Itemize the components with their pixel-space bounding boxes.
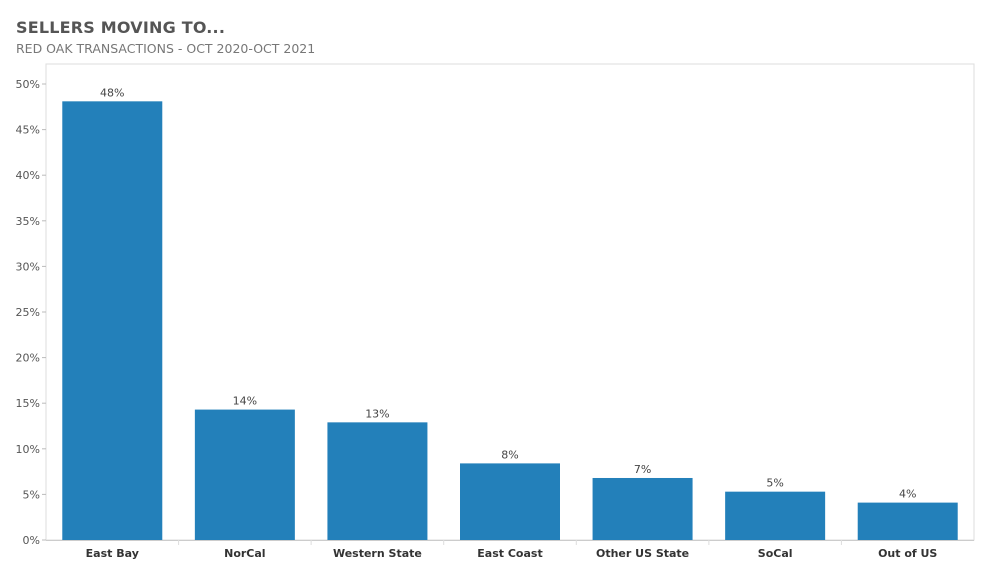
y-tick-label: 10% [16, 443, 40, 456]
y-tick-label: 35% [16, 215, 40, 228]
chart-subtitle: RED OAK TRANSACTIONS - OCT 2020-OCT 2021 [16, 41, 316, 56]
y-tick-label: 30% [16, 260, 40, 273]
y-tick-label: 0% [23, 534, 40, 547]
x-category-label: East Bay [86, 547, 139, 560]
bar-out-of-us [857, 502, 958, 540]
data-label: 7% [634, 463, 651, 476]
chart-title: SELLERS MOVING TO... [16, 18, 226, 37]
bar-western-state [327, 422, 428, 540]
x-category-label: Western State [333, 547, 422, 560]
bar-norcal [194, 409, 295, 540]
y-tick-label: 50% [16, 78, 40, 91]
y-tick-label: 25% [16, 306, 40, 319]
data-label: 4% [899, 488, 916, 501]
data-label: 13% [365, 407, 389, 420]
data-label: 8% [501, 448, 518, 461]
y-tick-label: 5% [23, 488, 40, 501]
x-category-label: Other US State [596, 547, 689, 560]
bar-other-us-state [592, 477, 693, 540]
x-category-label: NorCal [224, 547, 265, 560]
bar-east-bay [62, 101, 163, 540]
data-label: 48% [100, 86, 124, 99]
data-label: 14% [233, 395, 257, 408]
bar-east-coast [460, 463, 560, 540]
y-tick-label: 40% [16, 169, 40, 182]
data-label: 5% [766, 477, 783, 490]
y-tick-label: 45% [16, 124, 40, 137]
x-category-label: SoCal [758, 547, 793, 560]
x-category-label: Out of US [878, 547, 937, 560]
y-tick-label: 15% [16, 397, 40, 410]
x-category-label: East Coast [477, 547, 542, 560]
y-tick-label: 20% [16, 352, 40, 365]
bar-socal [725, 491, 826, 540]
